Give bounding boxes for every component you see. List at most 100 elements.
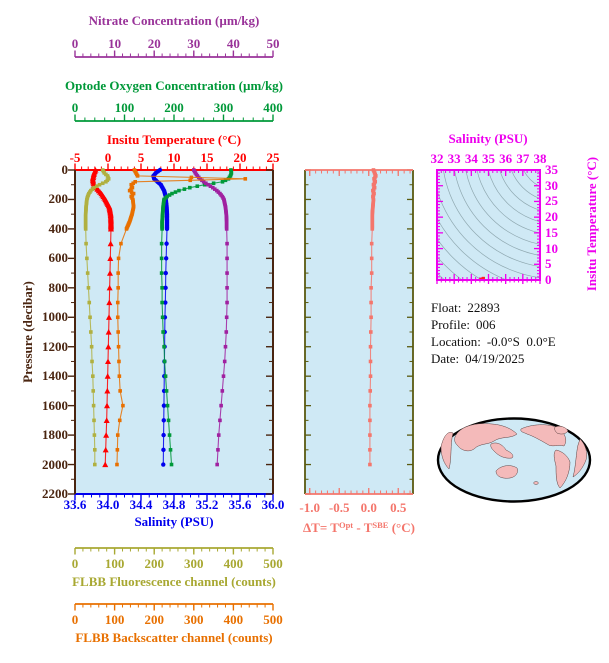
date-row: Date: 04/19/2025: [431, 351, 556, 368]
ts-salinity-axis-title: Salinity (PSU): [448, 131, 528, 146]
data-marker: [216, 448, 220, 452]
data-marker: [116, 256, 121, 261]
date-value: 04/19/2025: [465, 351, 525, 366]
data-marker: [220, 389, 225, 393]
location-label: Location:: [431, 334, 481, 349]
ts-plot-background: [437, 170, 540, 280]
data-marker: [119, 241, 123, 246]
data-marker: [369, 330, 373, 334]
data-marker: [162, 344, 166, 349]
profile-row: Profile: 006: [431, 317, 556, 334]
data-marker: [103, 417, 110, 423]
data-marker: [159, 271, 164, 275]
data-marker: [105, 343, 112, 350]
data-marker: [116, 330, 120, 334]
data-marker: [166, 418, 171, 423]
data-marker: [211, 181, 216, 186]
data-marker: [218, 418, 222, 423]
data-marker: [224, 227, 229, 231]
data-marker: [225, 300, 229, 305]
data-marker: [221, 374, 226, 378]
data-marker: [164, 241, 169, 246]
world-map: [436, 417, 592, 503]
data-marker: [201, 179, 206, 184]
data-marker: [161, 418, 166, 423]
data-marker: [369, 286, 373, 290]
data-marker: [160, 286, 164, 290]
data-marker: [161, 432, 166, 438]
data-marker: [105, 329, 112, 335]
data-marker: [225, 256, 229, 261]
data-marker: [104, 373, 111, 379]
ts-data-points: [479, 276, 485, 279]
data-marker: [107, 255, 114, 261]
data-marker: [161, 462, 166, 467]
continent-greenland: [554, 425, 569, 435]
data-marker: [160, 315, 165, 320]
data-marker: [167, 433, 172, 437]
data-marker: [169, 462, 174, 467]
data-marker: [368, 418, 372, 423]
data-marker: [216, 433, 221, 437]
data-marker: [115, 300, 120, 305]
data-marker: [116, 344, 121, 349]
nitrate-axis-title: Nitrate Concentration (µm/kg): [88, 13, 260, 28]
data-marker: [163, 270, 168, 276]
data-marker: [118, 389, 122, 393]
delta-t-superscript-opt: Opt: [338, 520, 354, 530]
data-marker: [104, 387, 111, 394]
delta-t-label-part: ΔT= T: [303, 520, 339, 535]
data-marker: [208, 184, 213, 188]
data-marker: [215, 462, 219, 467]
data-marker: [102, 461, 109, 468]
location-value: -0.0°S 0.0°E: [486, 334, 556, 349]
data-marker: [173, 190, 178, 194]
data-marker: [170, 191, 174, 196]
oxygen-axis-title: Optode Oxygen Concentration (µm/kg): [64, 78, 284, 93]
continent-india-seasia: [490, 442, 514, 459]
data-marker: [224, 330, 229, 334]
data-marker: [107, 240, 114, 247]
location-row: Location: -0.0°S 0.0°E: [431, 334, 556, 351]
continent-australia: [495, 465, 518, 479]
profile-label: Profile:: [431, 317, 470, 332]
data-marker: [206, 182, 210, 187]
delta-t-label-part: - T: [353, 520, 373, 535]
data-marker: [104, 402, 111, 409]
data-marker: [93, 448, 97, 452]
data-marker: [87, 300, 92, 305]
data-marker: [163, 256, 169, 261]
data-marker: [93, 462, 97, 467]
data-marker: [106, 270, 113, 276]
data-marker: [189, 175, 194, 180]
island-new-zealand: [533, 481, 539, 485]
delta-t-superscript-sbe: SBE: [372, 520, 389, 530]
data-marker: [219, 403, 223, 408]
data-marker: [177, 188, 181, 193]
data-marker: [115, 433, 120, 437]
continent-africa-east-edge: [572, 438, 587, 478]
data-marker: [188, 178, 193, 183]
data-marker: [91, 403, 96, 408]
data-marker: [368, 448, 372, 452]
data-marker: [204, 181, 208, 186]
data-marker: [163, 300, 168, 305]
profile-value: 006: [476, 317, 496, 332]
data-marker: [163, 374, 168, 378]
data-marker: [223, 344, 228, 349]
continent-africa-west-edge: [440, 432, 454, 470]
data-marker: [368, 403, 372, 408]
delta-t-label-part: (°C): [388, 520, 415, 535]
data-marker: [90, 359, 94, 364]
ts-temperature-axis-title: Insitu Temperature (°C): [584, 156, 599, 292]
date-label: Date:: [431, 351, 460, 366]
data-marker: [83, 227, 88, 231]
data-marker: [161, 447, 166, 453]
data-marker: [88, 315, 92, 320]
salinity-axis-title: Salinity (PSU): [134, 514, 214, 529]
data-marker: [104, 179, 108, 184]
data-marker: [368, 389, 373, 393]
series-salinity: [151, 167, 170, 467]
